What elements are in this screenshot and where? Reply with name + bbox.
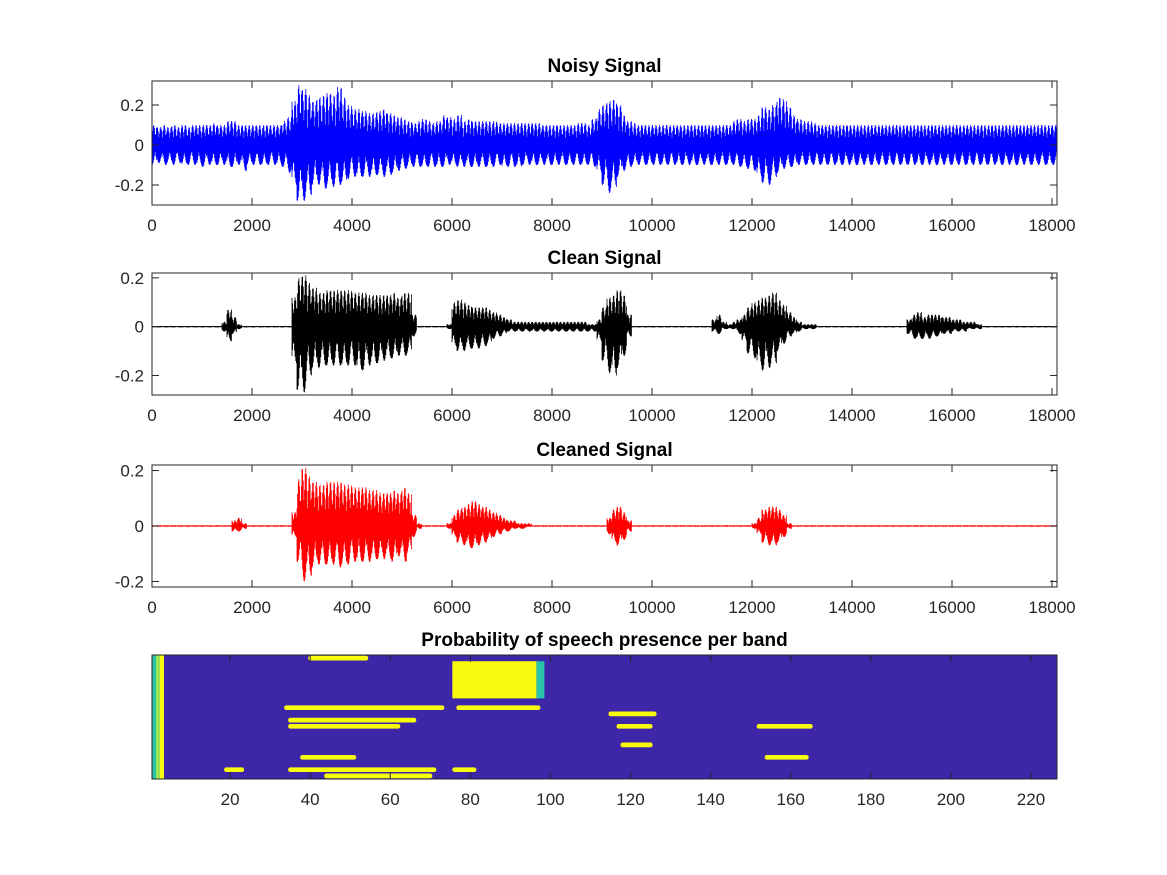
heatmap-cell (156, 655, 161, 779)
x-tick-label: 14000 (828, 406, 875, 425)
x-tick-label: 6000 (433, 406, 471, 425)
x-tick-label: 18000 (1028, 406, 1075, 425)
heatmap-cell (608, 711, 657, 717)
heatmap-cell (452, 661, 537, 699)
heatmap-cell (288, 767, 437, 773)
y-tick-label: 0.2 (120, 269, 144, 288)
x-tick-label: 18000 (1028, 598, 1075, 617)
heatmap-cell (160, 655, 165, 779)
x-tick-label: 14000 (828, 216, 875, 235)
x-tick-label: 16000 (928, 598, 975, 617)
heatmap-cell (756, 723, 813, 729)
x-tick-label: 0 (147, 216, 156, 235)
heatmap-cell (620, 742, 653, 748)
x-tick-label: 10000 (628, 216, 675, 235)
axes-frame (151, 272, 1058, 396)
x-tick-label: 220 (1017, 790, 1045, 809)
x-tick-label: 80 (461, 790, 480, 809)
panel-clean-signal: Clean Signal -0.2 0 0.2 0 2000 4000 6000 8000 100… (115, 248, 1076, 425)
x-tick-label: 60 (381, 790, 400, 809)
panel-title: Noisy Signal (547, 56, 661, 77)
y-tick-label: 0 (135, 517, 144, 536)
x-tick-label: 2000 (233, 406, 271, 425)
x-tick-label: 8000 (533, 406, 571, 425)
x-tick-label: 8000 (533, 216, 571, 235)
waveform-trace (152, 85, 1057, 201)
heatmap-cell (284, 705, 445, 711)
x-tick-label: 200 (937, 790, 965, 809)
y-tick-label: -0.2 (115, 572, 144, 591)
y-tick-label: 0.2 (120, 462, 144, 481)
y-tick-label: 0 (135, 318, 144, 337)
heatmap-cell (536, 661, 545, 699)
y-tick-label: 0 (135, 136, 144, 155)
x-tick-label: 160 (777, 790, 805, 809)
waveform (152, 467, 1057, 582)
x-tick-label: 0 (147, 406, 156, 425)
panel-title: Probability of speech presence per band (421, 630, 787, 651)
x-tick-label: 10000 (628, 406, 675, 425)
x-tick-label: 100 (536, 790, 564, 809)
x-tick-label: 14000 (828, 598, 875, 617)
x-tick-label: 16000 (928, 406, 975, 425)
y-tick-label: -0.2 (115, 366, 144, 385)
x-tick-label: 6000 (433, 598, 471, 617)
heatmap-cell (224, 767, 245, 773)
waveform (152, 275, 1057, 393)
heatmap-cell (456, 705, 541, 711)
x-tick-label: 120 (616, 790, 644, 809)
axes-frame (151, 80, 1058, 206)
x-tick-label: 180 (857, 790, 885, 809)
x-tick-label: 16000 (928, 216, 975, 235)
x-tick-label: 2000 (233, 598, 271, 617)
x-tick-label: 0 (147, 598, 156, 617)
x-tick-label: 12000 (728, 598, 775, 617)
y-tick-label: -0.2 (115, 176, 144, 195)
x-tick-label: 20 (221, 790, 240, 809)
heatmap-cell (764, 754, 809, 760)
x-tick-label: 12000 (728, 216, 775, 235)
x-tick-label: 4000 (333, 598, 371, 617)
x-tick-label: 4000 (333, 216, 371, 235)
panel-speech-probability: Probability of speech presence per band 2… (151, 630, 1058, 809)
x-tick-label: 18000 (1028, 216, 1075, 235)
heatmap-cell (300, 754, 357, 760)
x-tick-label: 8000 (533, 598, 571, 617)
x-tick-label: 4000 (333, 406, 371, 425)
y-tick-label: 0.2 (120, 96, 144, 115)
x-tick-label: 2000 (233, 216, 271, 235)
x-tick-label: 10000 (628, 598, 675, 617)
heatmap-cell (288, 717, 417, 723)
panel-cleaned-signal: Cleaned Signal-0.200.20 2000 4000 6000 8000 1… (115, 440, 1076, 617)
panel-noisy-signal: Noisy Signal -0.2 0 0.2 0 2000 4000 6000 8000 100… (115, 56, 1076, 235)
heatmap-cell (452, 767, 477, 773)
x-tick-label: 12000 (728, 406, 775, 425)
x-tick-label: 6000 (433, 216, 471, 235)
panel-title: Clean Signal (547, 248, 661, 269)
waveform (152, 85, 1057, 201)
panel-title: Cleaned Signal (536, 440, 672, 461)
heatmap-background (152, 655, 1057, 779)
axes-frame (151, 654, 1058, 780)
heatmap-cell (324, 773, 433, 779)
heatmap-cell (152, 655, 157, 779)
heatmap-cell (308, 655, 369, 661)
x-tick-label: 40 (301, 790, 320, 809)
heatmap-cell (288, 723, 401, 729)
x-tick-label: 140 (696, 790, 724, 809)
heatmap-cell (616, 723, 653, 729)
